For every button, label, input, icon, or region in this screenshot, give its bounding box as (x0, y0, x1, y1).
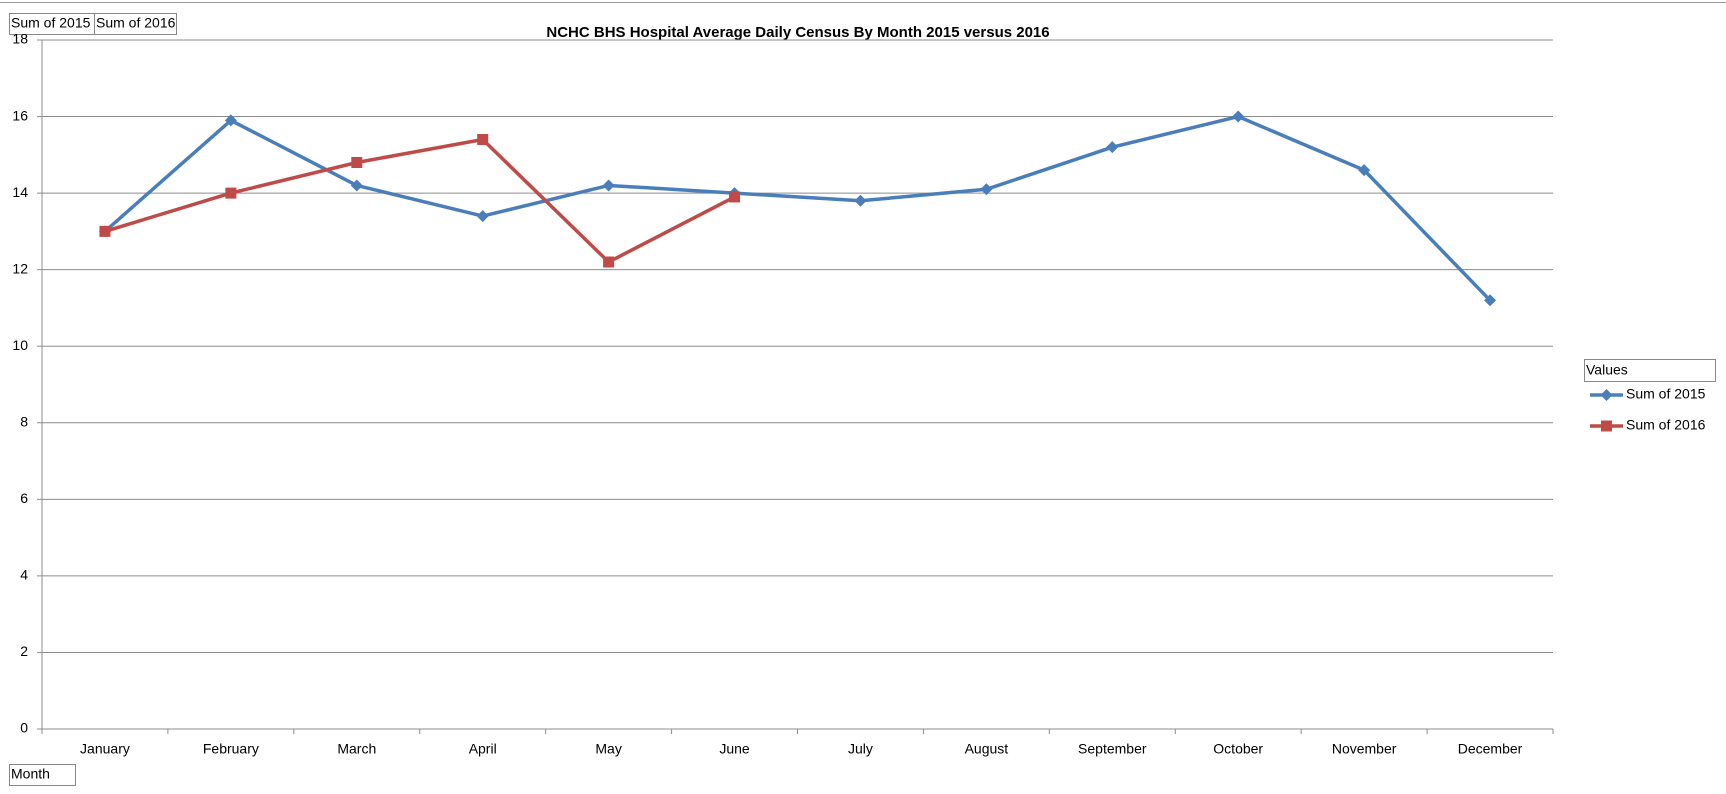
marker (1601, 420, 1612, 432)
marker (729, 191, 741, 203)
marker (1484, 294, 1497, 307)
field-button-label: Sum of 2016 (96, 15, 176, 31)
y-tick-label: 8 (20, 413, 28, 429)
marker (476, 210, 489, 223)
marker (351, 156, 363, 168)
marker (1232, 110, 1245, 123)
x-tick-label: March (337, 741, 376, 757)
y-tick-label: 18 (12, 31, 28, 47)
x-axis-label: Month (11, 766, 50, 782)
field-button-label: Sum of 2015 (11, 15, 91, 31)
marker (602, 179, 615, 192)
field-button[interactable] (94, 13, 177, 35)
y-tick-label: 0 (20, 720, 28, 736)
marker (225, 187, 237, 199)
x-tick-label: June (719, 741, 750, 757)
x-tick-label: February (203, 741, 259, 757)
y-tick-label: 10 (12, 337, 28, 353)
x-tick-label: October (1213, 741, 1263, 757)
y-tick-label: 12 (12, 260, 28, 276)
x-tick-label: September (1078, 741, 1147, 757)
marker (350, 179, 363, 192)
y-tick-label: 16 (12, 107, 28, 123)
marker (980, 183, 993, 196)
marker (1600, 389, 1613, 401)
marker (99, 225, 111, 237)
y-tick-label: 2 (20, 643, 28, 659)
x-tick-label: May (595, 741, 621, 757)
y-tick-label: 14 (12, 184, 28, 200)
legend-label: Sum of 2015 (1626, 386, 1706, 402)
marker (854, 194, 867, 207)
x-tick-label: November (1332, 741, 1397, 757)
marker (1358, 164, 1371, 177)
marker (603, 256, 615, 268)
y-tick-label: 4 (20, 567, 28, 583)
x-tick-label: December (1458, 741, 1523, 757)
marker (1106, 141, 1119, 154)
series-line (104, 137, 736, 264)
legend-title-box[interactable] (1584, 359, 1716, 382)
legend-label: Sum of 2016 (1626, 417, 1706, 433)
chart-title: NCHC BHS Hospital Average Daily Census B… (546, 24, 1049, 41)
x-tick-label: July (848, 741, 873, 757)
marker (477, 134, 489, 146)
x-tick-label: April (469, 741, 497, 757)
y-tick-label: 6 (20, 490, 28, 506)
x-tick-label: January (80, 741, 130, 757)
marker (224, 114, 237, 127)
field-button[interactable] (9, 764, 76, 786)
legend-title: Values (1586, 362, 1628, 378)
series-line (103, 114, 1492, 302)
x-tick-label: August (965, 741, 1009, 757)
